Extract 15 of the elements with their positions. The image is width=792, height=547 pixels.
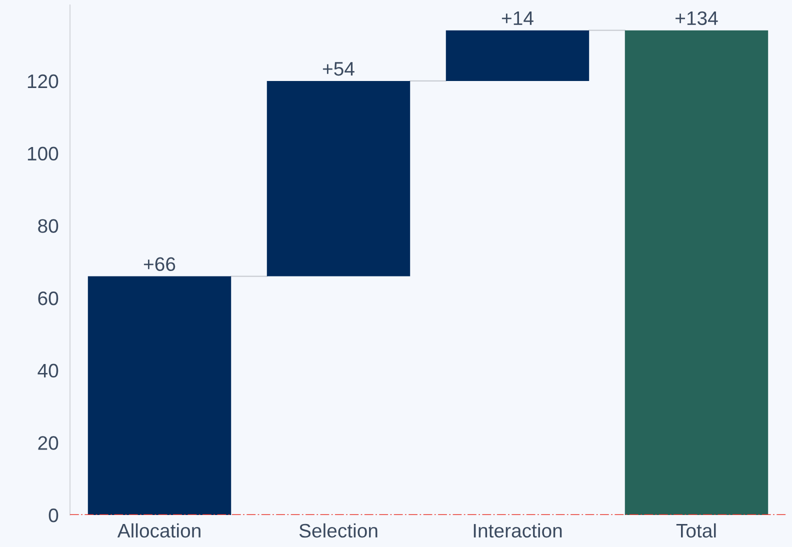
x-tick-label: Allocation — [117, 523, 200, 538]
x-tick-label: Interaction — [474, 523, 562, 538]
y-tick-label: 120 — [28, 74, 58, 88]
y-tick-label: 0 — [48, 508, 58, 522]
y-tick-label: 100 — [28, 146, 58, 161]
y-tick-label: 80 — [38, 219, 58, 233]
data-label: +14 — [502, 12, 534, 25]
data-label: +134 — [676, 11, 718, 26]
y-tick-label: 20 — [38, 436, 58, 450]
y-tick-label: 60 — [38, 291, 58, 306]
x-tick-label: Selection — [299, 523, 378, 538]
data-label: +54 — [322, 62, 354, 76]
y-tick-label: 40 — [38, 364, 58, 378]
x-tick-label: Total — [676, 523, 716, 538]
data-label: +66 — [144, 257, 176, 272]
